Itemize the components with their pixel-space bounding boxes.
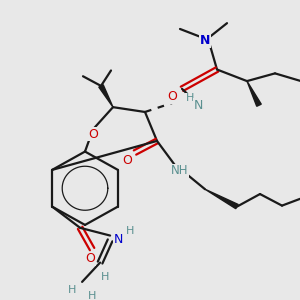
Text: H: H <box>68 285 76 295</box>
Text: N: N <box>193 99 203 112</box>
Text: N: N <box>200 34 210 47</box>
Text: N: N <box>113 233 123 246</box>
Text: H: H <box>88 291 96 300</box>
Text: O: O <box>167 90 177 103</box>
Text: NH: NH <box>171 164 189 177</box>
Text: O: O <box>88 128 98 141</box>
Text: O: O <box>122 154 132 167</box>
Polygon shape <box>205 189 238 209</box>
Text: H: H <box>186 94 194 103</box>
Polygon shape <box>247 81 261 106</box>
Polygon shape <box>99 85 113 107</box>
Text: H: H <box>101 272 109 282</box>
Text: H: H <box>126 226 134 236</box>
Text: O: O <box>85 252 95 265</box>
